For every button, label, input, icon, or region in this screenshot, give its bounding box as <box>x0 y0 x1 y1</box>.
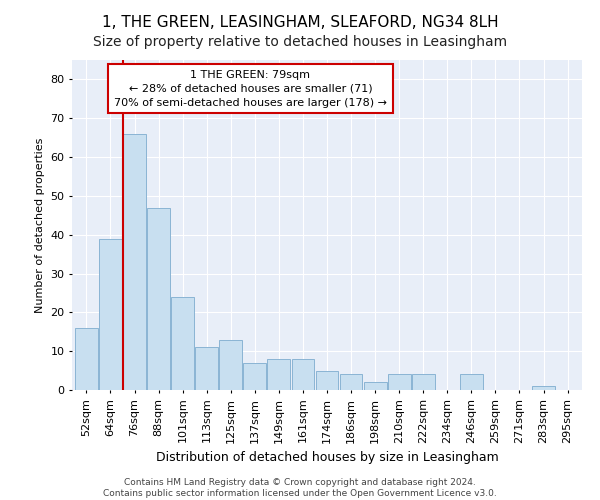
X-axis label: Distribution of detached houses by size in Leasingham: Distribution of detached houses by size … <box>155 451 499 464</box>
Bar <box>412 374 434 390</box>
Text: Contains HM Land Registry data © Crown copyright and database right 2024.
Contai: Contains HM Land Registry data © Crown c… <box>103 478 497 498</box>
Bar <box>123 134 146 390</box>
Bar <box>388 374 410 390</box>
Bar <box>147 208 170 390</box>
Bar <box>340 374 362 390</box>
Bar <box>195 348 218 390</box>
Text: 1, THE GREEN, LEASINGHAM, SLEAFORD, NG34 8LH: 1, THE GREEN, LEASINGHAM, SLEAFORD, NG34… <box>101 15 499 30</box>
Bar <box>292 359 314 390</box>
Y-axis label: Number of detached properties: Number of detached properties <box>35 138 44 312</box>
Bar <box>75 328 98 390</box>
Bar <box>268 359 290 390</box>
Bar <box>99 238 122 390</box>
Bar <box>220 340 242 390</box>
Bar <box>171 297 194 390</box>
Bar <box>316 370 338 390</box>
Bar <box>244 363 266 390</box>
Bar <box>460 374 483 390</box>
Text: 1 THE GREEN: 79sqm
← 28% of detached houses are smaller (71)
70% of semi-detache: 1 THE GREEN: 79sqm ← 28% of detached hou… <box>114 70 387 108</box>
Bar <box>532 386 555 390</box>
Bar <box>364 382 386 390</box>
Text: Size of property relative to detached houses in Leasingham: Size of property relative to detached ho… <box>93 35 507 49</box>
